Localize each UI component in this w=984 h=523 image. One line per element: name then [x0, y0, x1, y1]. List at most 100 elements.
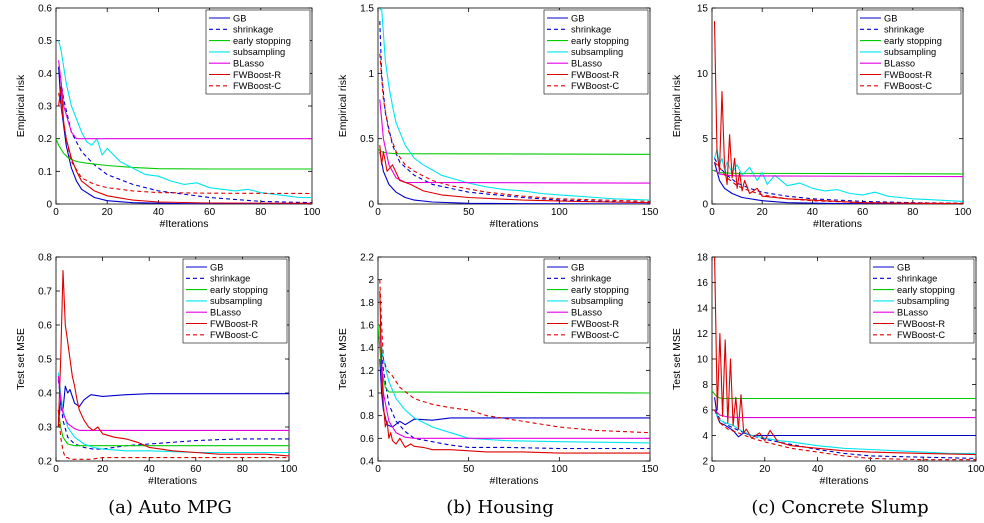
x-tick-label: 80 — [255, 207, 267, 218]
legend-label: early stopping — [571, 36, 629, 46]
x-tick-label: 40 — [807, 207, 819, 218]
series-line-gb — [714, 397, 976, 438]
x-tick-label: 150 — [642, 207, 659, 218]
series-line-subsampling — [714, 409, 976, 454]
x-axis-label: #Iterations — [159, 218, 208, 230]
x-tick-label: 50 — [463, 464, 475, 475]
y-tick-label: 10 — [697, 355, 709, 366]
series-line-fwboost-c — [379, 53, 650, 202]
legend-label: BLasso — [571, 308, 602, 318]
legend-label: BLasso — [897, 308, 928, 318]
series-group — [712, 257, 976, 461]
series-group — [378, 8, 650, 204]
legend-label: GB — [897, 262, 910, 272]
series-line-early-stopping — [712, 390, 976, 400]
y-tick-label: 1 — [368, 69, 374, 80]
legend-label: shrinkage — [571, 25, 611, 35]
series-line-subsampling — [58, 40, 312, 199]
series-line-fwboost-r — [714, 257, 976, 456]
legend-label: BLasso — [884, 59, 915, 69]
series-line-blasso — [714, 409, 976, 419]
x-tick-label: 0 — [709, 207, 715, 218]
y-axis-label: Test set MSE — [337, 328, 349, 390]
y-axis-label: Test set MSE — [15, 328, 27, 390]
y-axis-label: Test set MSE — [671, 328, 683, 390]
caption-auto-mpg: (a) Auto MPG — [108, 497, 232, 518]
legend-label: shrinkage — [571, 274, 611, 284]
x-tick-label: 100 — [551, 207, 568, 218]
y-tick-label: 0 — [46, 200, 52, 211]
legend-label: subsampling — [897, 296, 949, 306]
x-tick-label: 20 — [759, 464, 771, 475]
x-tick-label: 20 — [102, 207, 114, 218]
y-tick-label: 0.8 — [38, 253, 52, 264]
x-tick-label: 0 — [375, 464, 381, 475]
legend-label: FWBoost-C — [233, 81, 281, 91]
series-line-subsampling — [713, 148, 963, 202]
legend-label: subsampling — [884, 47, 936, 57]
y-tick-label: 0.3 — [38, 423, 52, 434]
series-line-subsampling — [379, 336, 650, 444]
series-group — [57, 270, 289, 460]
x-tick-label: 40 — [144, 464, 156, 475]
series-line-fwboost-r — [379, 145, 650, 204]
legend-label: BLasso — [233, 59, 264, 69]
y-tick-label: 1.5 — [360, 4, 374, 15]
series-line-blasso — [58, 60, 312, 140]
y-tick-label: 2.2 — [360, 253, 374, 264]
x-tick-label: 0 — [709, 464, 715, 475]
series-line-fwboost-c — [379, 279, 650, 434]
series-group — [56, 40, 312, 204]
legend-label: FWBoost-C — [571, 330, 619, 340]
x-axis-label: #Iterations — [489, 218, 538, 230]
chart-concrete-slump-risk: 0 20 40 60 80 100 0 5 10 15 #Iterations Empirical r… — [671, 4, 972, 231]
x-tick-label: 80 — [918, 464, 930, 475]
legend-label: GB — [233, 13, 246, 23]
series-line-early-stopping — [56, 138, 312, 170]
x-tick-label: 100 — [955, 207, 972, 218]
y-axis-label: Empirical risk — [671, 74, 683, 137]
y-tick-label: 1.8 — [360, 298, 374, 309]
series-line-fwboost-c — [714, 161, 963, 204]
series-line-early-stopping — [712, 169, 963, 175]
x-tick-label: 100 — [968, 464, 984, 475]
y-tick-label: 0.4 — [360, 457, 374, 468]
legend-label: early stopping — [210, 285, 268, 295]
x-tick-label: 20 — [97, 464, 109, 475]
series-line-subsampling — [57, 372, 289, 454]
x-tick-label: 0 — [53, 207, 59, 218]
x-tick-label: 20 — [757, 207, 769, 218]
legend-label: GB — [571, 13, 584, 23]
x-tick-label: 50 — [463, 207, 475, 218]
legend-label: FWBoost-R — [233, 70, 281, 80]
legend-label: GB — [210, 262, 223, 272]
y-tick-label: 0 — [702, 200, 708, 211]
y-tick-label: 2 — [702, 457, 708, 468]
x-tick-label: 40 — [812, 464, 824, 475]
y-tick-label: 0.6 — [360, 434, 374, 445]
y-axis-label: Empirical risk — [15, 74, 27, 137]
y-tick-label: 0.4 — [38, 69, 52, 80]
y-tick-label: 15 — [697, 4, 709, 15]
legend-label: subsampling — [571, 47, 623, 57]
y-tick-label: 2 — [368, 275, 374, 286]
series-line-shrinkage — [379, 21, 650, 204]
x-tick-label: 0 — [53, 464, 59, 475]
y-tick-label: 0.5 — [38, 355, 52, 366]
y-tick-label: 0.6 — [38, 321, 52, 332]
chart-auto-mpg-test: 0 20 40 60 80 100 0.2 0.3 0.4 0.5 0.6 0.7 0.8 #Iterat… — [15, 253, 298, 488]
x-tick-label: 80 — [237, 464, 249, 475]
series-line-shrinkage — [379, 324, 650, 450]
y-tick-label: 0.5 — [360, 134, 374, 145]
legend-label: BLasso — [571, 59, 602, 69]
legend-label: subsampling — [571, 296, 623, 306]
x-axis-label: #Iterations — [489, 475, 538, 487]
x-tick-label: 80 — [907, 207, 919, 218]
y-tick-label: 1.6 — [360, 321, 374, 332]
legend-label: FWBoost-R — [571, 70, 619, 80]
chart-concrete-slump-test: 0 20 40 60 80 100 2 4 6 8 10 12 14 16 18 #Iterations Tes… — [671, 253, 984, 488]
